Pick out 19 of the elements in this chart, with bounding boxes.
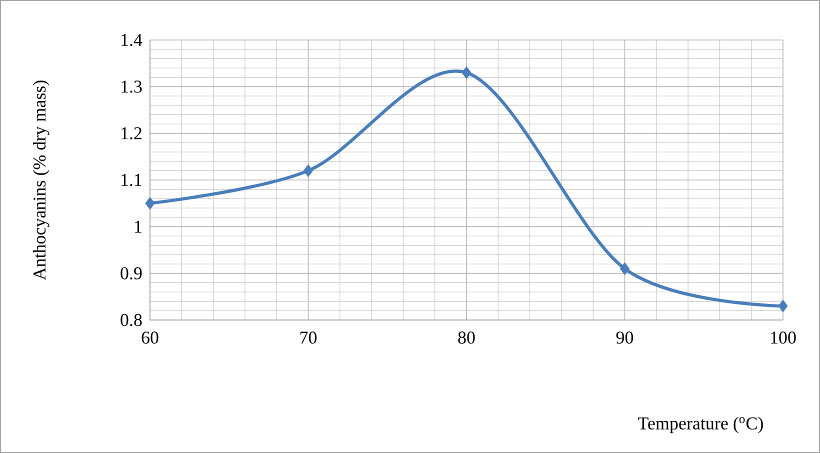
x-tick-label: 60: [142, 332, 158, 344]
x-tick-label: 80: [458, 332, 475, 344]
point: [778, 300, 788, 312]
point: [620, 262, 630, 275]
y-tick-label: 1.2: [122, 127, 142, 140]
point: [462, 66, 472, 79]
y-tick-label: 1.3: [122, 80, 142, 93]
x-axis-title: Temperature ($^{o}$C): [638, 416, 763, 434]
point: [145, 197, 155, 210]
point: [304, 164, 313, 177]
x-tick-label: 100: [771, 332, 796, 344]
y-tick-label: 0.9: [120, 267, 142, 280]
y-axis-title: Anthocyanins (% dry mass): [32, 80, 50, 280]
y-tick-label: 0.8: [120, 314, 142, 326]
y-tick-label: 1.1: [122, 174, 142, 186]
y-tick-label: 1: [135, 220, 142, 233]
x-tick-label: 90: [616, 332, 634, 344]
y-tick-label: 1.4: [122, 34, 142, 46]
x-tick-label: 70: [300, 332, 317, 344]
